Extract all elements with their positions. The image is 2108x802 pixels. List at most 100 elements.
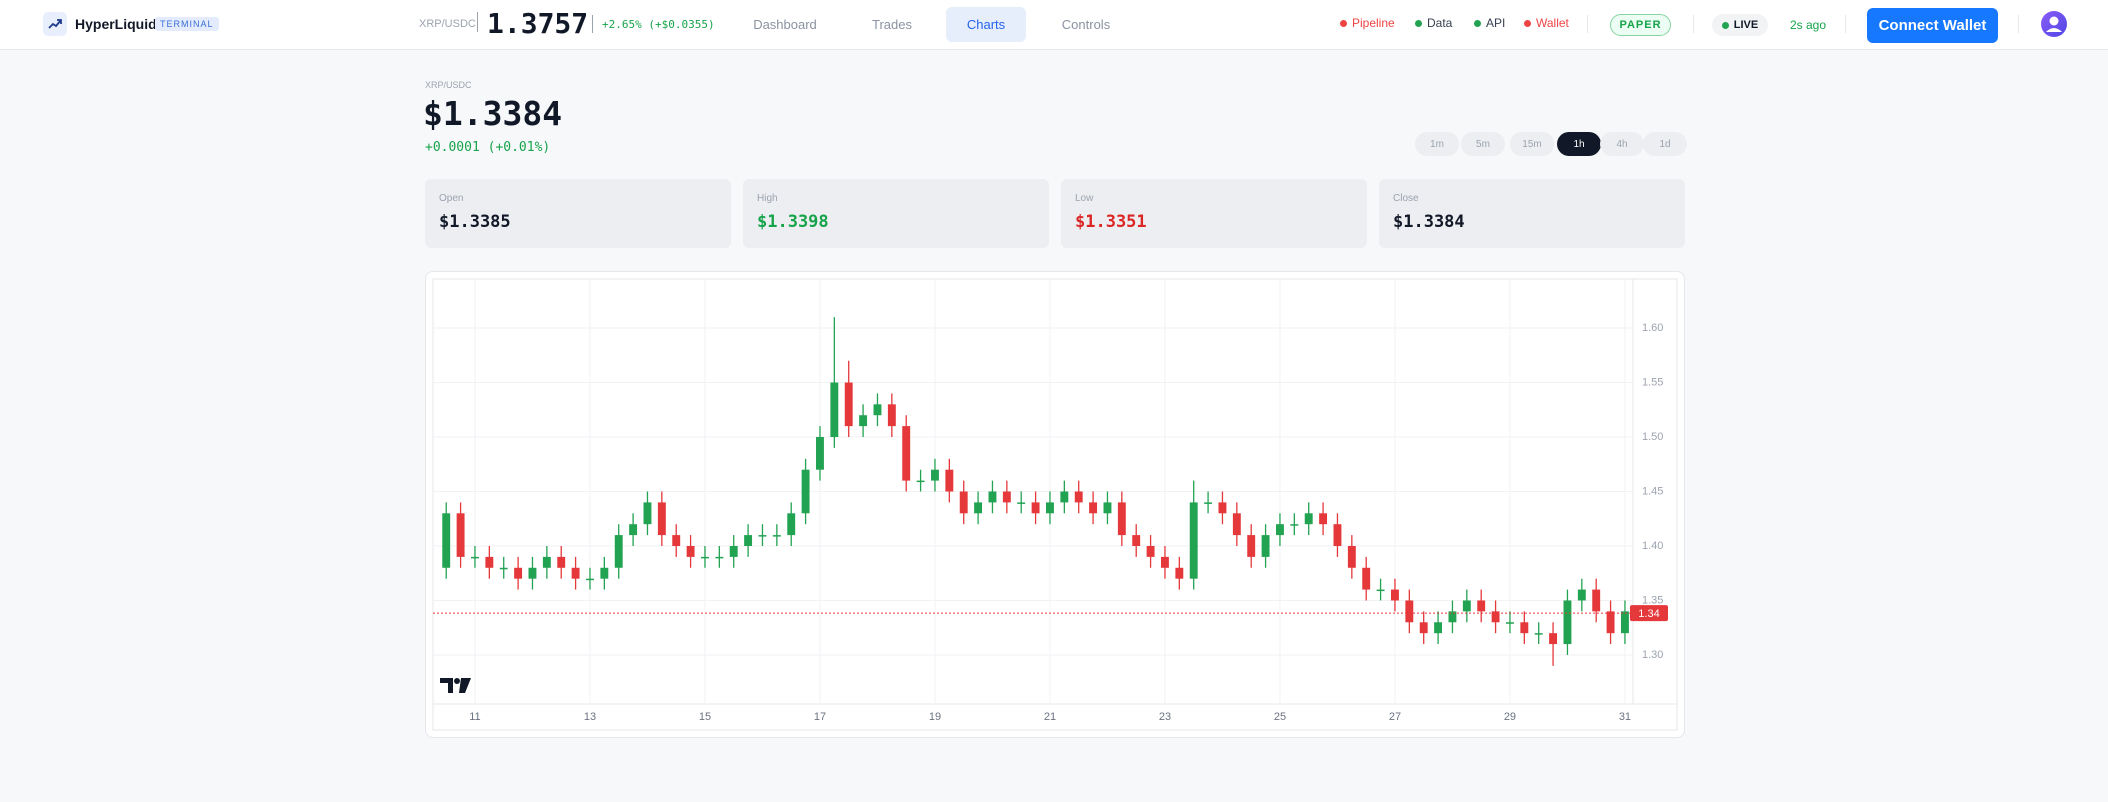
timeframe-button[interactable]: 5m (1461, 132, 1505, 156)
candle-body (1462, 600, 1471, 612)
status-dot (1415, 19, 1422, 27)
candle-body (1002, 491, 1011, 503)
candle-body (1549, 633, 1558, 645)
y-tick-label: 1.55 (1642, 376, 1663, 388)
ticker-price: 1.3757 (487, 7, 589, 40)
separator (592, 15, 593, 33)
candle-body (471, 556, 479, 559)
candle-body (485, 556, 494, 568)
timeframe-button[interactable]: 1h (1557, 132, 1601, 156)
candle-body (456, 513, 465, 557)
candle-body (873, 404, 882, 416)
logo[interactable] (43, 12, 67, 36)
nav-item[interactable]: Charts (946, 7, 1026, 42)
x-tick-label: 23 (1159, 711, 1171, 723)
candle-body (1319, 513, 1328, 525)
candle-body (1333, 524, 1342, 546)
candle-body (1031, 502, 1040, 514)
last-price-tag (1630, 605, 1668, 622)
timeframe-button[interactable]: 15m (1510, 132, 1554, 156)
status-dot (1474, 19, 1481, 27)
candle-body (1261, 535, 1270, 557)
updated: 2s ago (1790, 18, 1827, 32)
candle-body (959, 491, 968, 514)
y-tick-label: 1.50 (1642, 431, 1663, 443)
candle-body (657, 502, 666, 536)
stat-value: $1.3351 (1075, 212, 1147, 232)
candle-body (1592, 589, 1601, 612)
candle-body (1606, 611, 1615, 634)
live-dot (1721, 21, 1729, 29)
candle-body (1434, 622, 1443, 634)
timeframe-button[interactable]: 1m (1415, 132, 1459, 156)
candle-body (931, 469, 939, 481)
candle-body (988, 491, 997, 503)
candle-body (1175, 567, 1184, 579)
stat-card: Close $1.3384 (1379, 179, 1685, 248)
candle-body (1161, 556, 1169, 568)
symbol: XRP/USDC (425, 80, 472, 90)
connect-wallet-button[interactable]: Connect Wallet (1867, 8, 1998, 43)
divider (1693, 15, 1694, 33)
x-tick-label: 29 (1504, 711, 1516, 723)
y-tick-label: 1.45 (1642, 485, 1663, 497)
last-price-label: 1.34 (1638, 608, 1659, 620)
candle-body (1103, 502, 1112, 514)
timeframe-button[interactable]: 1d (1643, 132, 1687, 156)
candle-body (945, 469, 954, 492)
candle-body (1117, 502, 1126, 536)
candle-body (844, 382, 853, 427)
stat-value: $1.3384 (1393, 212, 1465, 232)
stat-value: $1.3398 (757, 212, 829, 232)
candle-body (1419, 622, 1428, 634)
nav-item[interactable]: Trades (872, 17, 912, 32)
status-item: Data (1415, 16, 1452, 30)
candle-body (514, 567, 523, 579)
x-tick-label: 31 (1619, 711, 1631, 723)
timeframe-button[interactable]: 4h (1600, 132, 1644, 156)
status-item: API (1474, 16, 1505, 30)
x-tick-label: 25 (1274, 711, 1286, 723)
brand-badge: TERMINAL (155, 17, 219, 31)
status-item: Wallet (1524, 16, 1569, 30)
candle-body (1347, 545, 1356, 568)
candle-body (744, 535, 753, 546)
status-item: Pipeline (1340, 16, 1395, 30)
candle-body (974, 502, 983, 514)
stat-label: Open (439, 193, 464, 204)
nav-item[interactable]: Controls (1061, 17, 1111, 32)
candle-body (586, 578, 594, 581)
candle-body (859, 415, 868, 427)
candle-body (1276, 524, 1284, 536)
candle-body (1391, 589, 1399, 601)
candle-body (701, 556, 709, 559)
candle-body (557, 556, 566, 568)
x-tick-label: 21 (1044, 711, 1056, 723)
status-dot (1340, 19, 1347, 27)
x-tick-label: 13 (584, 711, 596, 723)
stat-card: Low $1.3351 (1061, 179, 1367, 248)
candle-body (1290, 524, 1299, 526)
brand: HyperLiquid (75, 16, 157, 32)
live-badge: LIVE (1712, 14, 1768, 36)
status-label: Pipeline (1352, 16, 1395, 30)
candle-body (1218, 502, 1227, 514)
nav-item[interactable]: Dashboard (753, 17, 817, 32)
stat-card: Open $1.3385 (425, 179, 731, 248)
candle-body (1189, 502, 1198, 579)
candle-body (1204, 502, 1213, 504)
candle-body (614, 535, 623, 568)
candle-body (729, 545, 738, 557)
candle-body (830, 382, 839, 438)
candle-body (1505, 622, 1514, 624)
candle-body (1247, 535, 1256, 557)
y-tick-label: 1.40 (1642, 540, 1663, 552)
candle-body (902, 426, 911, 481)
separator (477, 12, 478, 32)
stat-label: Low (1075, 193, 1094, 204)
avatar[interactable] (2041, 11, 2067, 37)
candle-body (1405, 600, 1414, 623)
stat-label: High (757, 193, 778, 204)
x-tick-label: 11 (469, 711, 480, 723)
